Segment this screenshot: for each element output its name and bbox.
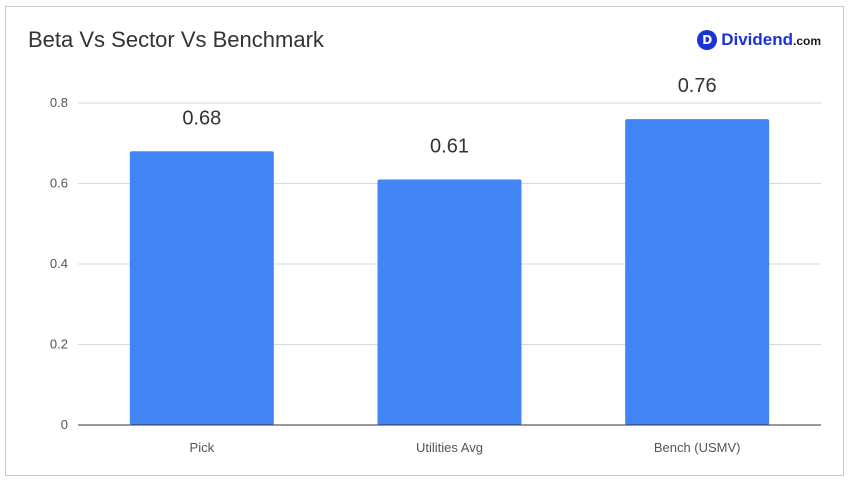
dividend-logo[interactable]: D Dividend.com: [697, 30, 821, 50]
chart-title: Beta Vs Sector Vs Benchmark: [28, 27, 324, 52]
x-axis-categories: Pick Utilities Avg Bench (USMV): [190, 440, 741, 455]
y-tick-label: 0.2: [50, 337, 68, 352]
bar-value-label: 0.76: [678, 75, 717, 97]
y-tick-label: 0.4: [50, 256, 68, 271]
logo-wordmark: Dividend.com: [721, 30, 821, 50]
logo-word: Dividend: [721, 30, 793, 49]
bars: [129, 119, 770, 426]
y-axis-ticks: 0 0.2 0.4 0.6 0.8: [50, 95, 68, 432]
bar-value-label: 0.68: [182, 107, 221, 129]
data-labels: 0.68 0.61 0.76: [182, 75, 716, 157]
x-category-label: Bench (USMV): [654, 440, 741, 455]
y-tick-label: 0: [61, 417, 68, 432]
bar-value-label: 0.61: [430, 135, 469, 157]
bar[interactable]: [377, 179, 522, 425]
logo-mark-icon: D: [697, 30, 718, 50]
logo-tld: .com: [792, 34, 821, 48]
bar[interactable]: [625, 119, 770, 425]
bar[interactable]: [129, 151, 274, 426]
x-category-label: Utilities Avg: [416, 440, 483, 455]
y-tick-label: 0.6: [50, 176, 68, 191]
y-tick-label: 0.8: [50, 95, 68, 110]
x-category-label: Pick: [190, 440, 215, 455]
